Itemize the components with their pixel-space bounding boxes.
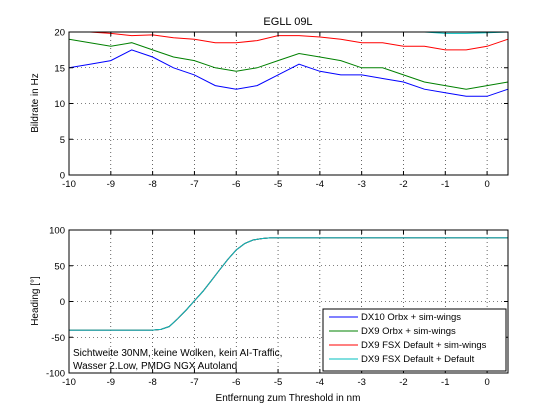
- y-tick-label: 15: [54, 63, 65, 74]
- bildrate-series: [68, 31, 509, 97]
- x-tick-label: -9: [107, 179, 115, 190]
- x-tick-label: -5: [274, 377, 282, 388]
- y-tick-label: 20: [54, 28, 65, 39]
- heading-chart: Heading [°] -10 -9 -8 -7 -6 -5 -4 -3 -2 -1 0-100-5…: [30, 226, 509, 388]
- bildrate-y-axis-label: Bildrate in Hz: [30, 73, 41, 132]
- annotation-line-1: Sichtweite 30NM, keine Wolken, kein AI-T…: [73, 348, 282, 359]
- x-tick-label: -6: [232, 179, 240, 190]
- x-tick-label: -1: [441, 179, 449, 190]
- series-line-dx9-fsx-default-default: [69, 237, 508, 331]
- y-tick-label: 50: [54, 261, 65, 272]
- legend: DX10 Orbx + sim-wings DX9 Orbx + sim-win…: [322, 308, 507, 372]
- y-tick-label: -100: [46, 369, 65, 380]
- series-line-dx9-fsx-default-sim-wings: [69, 31, 509, 51]
- series-line-dx9-orbx-sim-wings: [68, 38, 509, 90]
- heading-plot-frame: [68, 229, 509, 374]
- x-tick-label: 0: [484, 179, 489, 190]
- heading-series: [69, 237, 508, 331]
- legend-label-dx9-fsx-simwings: DX9 FSX Default + sim-wings: [361, 340, 487, 351]
- annotation-line-2: Wasser 2.Low, PMDG NGX Autoland: [73, 361, 237, 372]
- legend-label-dx9-orbx: DX9 Orbx + sim-wings: [361, 326, 456, 337]
- legend-label-dx10-orbx: DX10 Orbx + sim-wings: [361, 312, 461, 323]
- annotation: Sichtweite 30NM, keine Wolken, kein AI-T…: [73, 348, 282, 372]
- x-tick-label: -9: [107, 377, 115, 388]
- y-tick-label: 0: [60, 297, 65, 308]
- x-tick-label: -8: [148, 179, 156, 190]
- x-tick-label: -1: [441, 377, 449, 388]
- legend-label-dx9-fsx-default: DX9 FSX Default + Default: [361, 354, 475, 365]
- bildrate-chart: EGLL 09L Bildrate in Hz -10 -9 -8 -7 -6 -5 -4-…: [30, 16, 509, 190]
- x-tick-label: -10: [62, 179, 76, 190]
- bildrate-chart-title: EGLL 09L: [263, 16, 312, 28]
- y-tick-label: -50: [51, 333, 65, 344]
- x-tick-label: -8: [148, 377, 156, 388]
- x-tick-label: -4: [316, 179, 324, 190]
- x-tick-label: -3: [357, 179, 365, 190]
- x-tick-label: -6: [232, 377, 240, 388]
- y-tick-label: 10: [54, 99, 65, 110]
- series-line-dx10-orbx-sim-wings: [68, 49, 509, 97]
- x-tick-label: -7: [190, 377, 198, 388]
- bildrate-grid: [68, 31, 508, 176]
- x-tick-label: -2: [399, 377, 407, 388]
- y-tick-label: 100: [49, 226, 65, 237]
- x-tick-label: -7: [190, 179, 198, 190]
- x-tick-label: 0: [484, 377, 489, 388]
- legend-box: [322, 308, 507, 372]
- y-tick-label: 0: [60, 171, 65, 182]
- x-axis-label: Entfernung zum Threshold in nm: [216, 393, 361, 404]
- x-tick-label: -10: [62, 377, 76, 388]
- bildrate-plot-frame: [68, 31, 509, 176]
- x-tick-label: -3: [357, 377, 365, 388]
- x-tick-label: -5: [274, 179, 282, 190]
- x-tick-label: -4: [316, 377, 324, 388]
- heading-y-axis-label: Heading [°]: [30, 276, 41, 326]
- y-tick-label: 5: [60, 135, 65, 146]
- x-tick-label: -2: [399, 179, 407, 190]
